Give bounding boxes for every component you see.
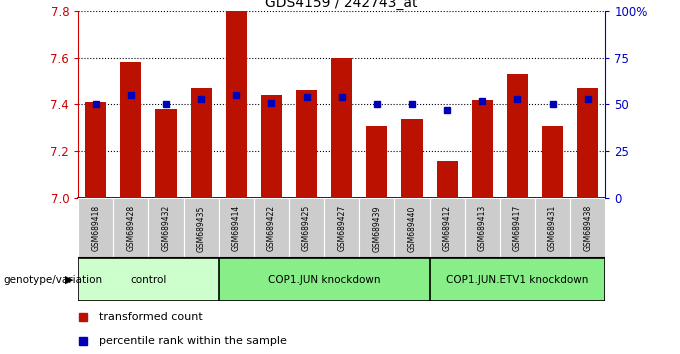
Bar (120, 62, 141, 198)
Text: COP1.JUN.ETV1 knockdown: COP1.JUN.ETV1 knockdown (446, 275, 589, 285)
Text: GSM689435: GSM689435 (197, 205, 205, 252)
Text: COP1.JUN knockdown: COP1.JUN knockdown (268, 275, 380, 285)
Bar (570, 198, 605, 258)
Text: GSM689438: GSM689438 (583, 205, 592, 251)
Bar (184, 198, 219, 258)
Text: GSM689412: GSM689412 (443, 205, 452, 251)
Bar (472, 100, 493, 198)
Text: GSM689432: GSM689432 (162, 205, 171, 251)
Text: GSM689427: GSM689427 (337, 205, 346, 251)
Bar (359, 198, 394, 258)
Bar (507, 74, 528, 198)
Text: GSM689428: GSM689428 (126, 205, 135, 251)
Text: GSM689422: GSM689422 (267, 205, 276, 251)
Text: ▶: ▶ (65, 275, 73, 285)
Bar (190, 88, 211, 198)
Text: genotype/variation: genotype/variation (3, 275, 103, 285)
Bar (85, 102, 106, 198)
Bar (430, 198, 464, 258)
Text: GSM689418: GSM689418 (91, 205, 100, 251)
Bar (577, 88, 598, 198)
Bar (254, 198, 289, 258)
Bar (464, 198, 500, 258)
Bar (78, 258, 219, 301)
Bar (331, 58, 352, 198)
Bar (219, 258, 430, 301)
Bar (148, 198, 184, 258)
Text: transformed count: transformed count (99, 312, 203, 322)
Bar (296, 90, 317, 198)
Bar (324, 198, 359, 258)
Bar (401, 119, 422, 198)
Text: percentile rank within the sample: percentile rank within the sample (99, 336, 287, 346)
Title: GDS4159 / 242743_at: GDS4159 / 242743_at (265, 0, 418, 10)
Text: control: control (131, 275, 167, 285)
Bar (394, 198, 430, 258)
Bar (226, 11, 247, 198)
Bar (114, 198, 148, 258)
Text: GSM689425: GSM689425 (302, 205, 311, 251)
Text: GSM689417: GSM689417 (513, 205, 522, 251)
Bar (261, 95, 282, 198)
Bar (430, 258, 605, 301)
Text: GSM689440: GSM689440 (407, 205, 416, 252)
Bar (542, 126, 563, 198)
Bar (289, 198, 324, 258)
Bar (535, 198, 570, 258)
Text: GSM689431: GSM689431 (548, 205, 557, 251)
Text: GSM689439: GSM689439 (373, 205, 381, 252)
Text: GSM689414: GSM689414 (232, 205, 241, 251)
Bar (500, 198, 535, 258)
Bar (437, 161, 458, 198)
Bar (78, 198, 114, 258)
Bar (219, 198, 254, 258)
Bar (156, 109, 177, 198)
Text: GSM689413: GSM689413 (478, 205, 487, 251)
Bar (367, 126, 388, 198)
